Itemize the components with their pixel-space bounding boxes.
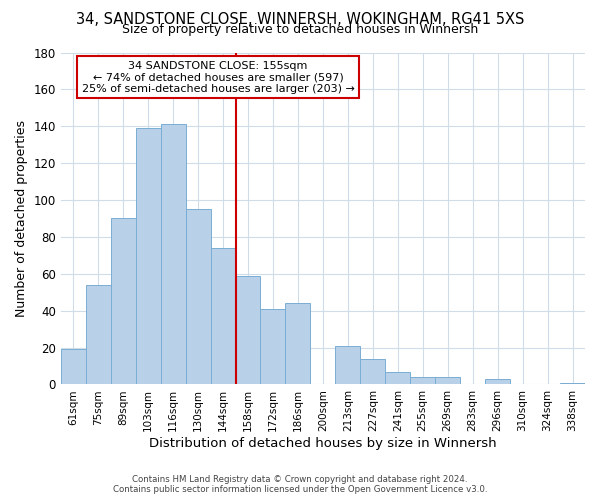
Text: Contains HM Land Registry data © Crown copyright and database right 2024.
Contai: Contains HM Land Registry data © Crown c… [113,474,487,494]
Bar [260,309,286,384]
Bar [560,382,585,384]
Text: 34 SANDSTONE CLOSE: 155sqm
← 74% of detached houses are smaller (597)
25% of sem: 34 SANDSTONE CLOSE: 155sqm ← 74% of deta… [82,61,355,94]
Y-axis label: Number of detached properties: Number of detached properties [15,120,28,317]
Bar [61,350,86,384]
Bar [485,379,510,384]
Bar [211,248,236,384]
Text: 34, SANDSTONE CLOSE, WINNERSH, WOKINGHAM, RG41 5XS: 34, SANDSTONE CLOSE, WINNERSH, WOKINGHAM… [76,12,524,28]
Bar [185,210,211,384]
Text: Size of property relative to detached houses in Winnersh: Size of property relative to detached ho… [122,22,478,36]
Bar [136,128,161,384]
Bar [385,372,410,384]
Bar [161,124,185,384]
Bar [361,358,385,384]
Bar [236,276,260,384]
Bar [86,285,111,384]
Bar [435,377,460,384]
Bar [410,377,435,384]
Bar [286,304,310,384]
Bar [335,346,361,385]
Bar [111,218,136,384]
X-axis label: Distribution of detached houses by size in Winnersh: Distribution of detached houses by size … [149,437,497,450]
